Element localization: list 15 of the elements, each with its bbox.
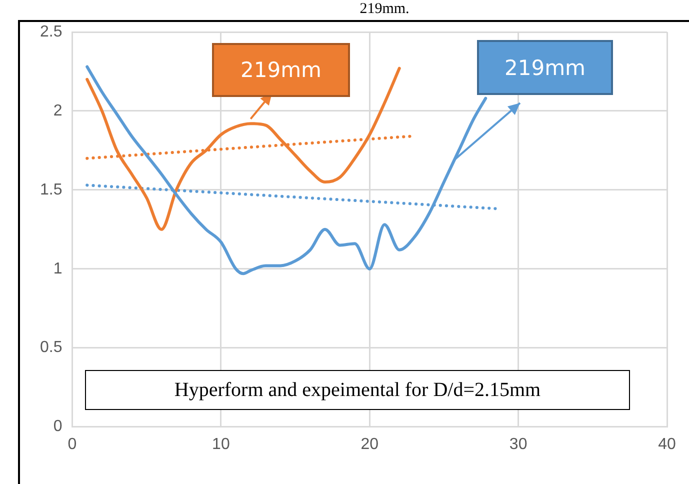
y-tick-label: 0	[53, 418, 62, 436]
y-tick-label: 1	[53, 260, 62, 278]
x-tick-label: 40	[658, 436, 676, 453]
x-tick-label: 10	[212, 436, 230, 453]
x-tick-label: 0	[68, 436, 77, 453]
x-tick-label: 30	[509, 436, 528, 453]
y-tick-label: 1.5	[40, 181, 62, 198]
chart-title: 219mm.	[358, 0, 410, 18]
y-tick-label: 2	[53, 102, 62, 120]
caption-box: Hyperform and expeimental for D/d=2.15mm	[85, 370, 630, 410]
y-tick-label: 2.5	[40, 23, 62, 40]
annotation: 219mm	[212, 43, 350, 97]
y-tick-label: 0.5	[40, 339, 62, 356]
x-tick-label: 20	[360, 436, 379, 453]
annotation: 219mm	[477, 40, 613, 95]
